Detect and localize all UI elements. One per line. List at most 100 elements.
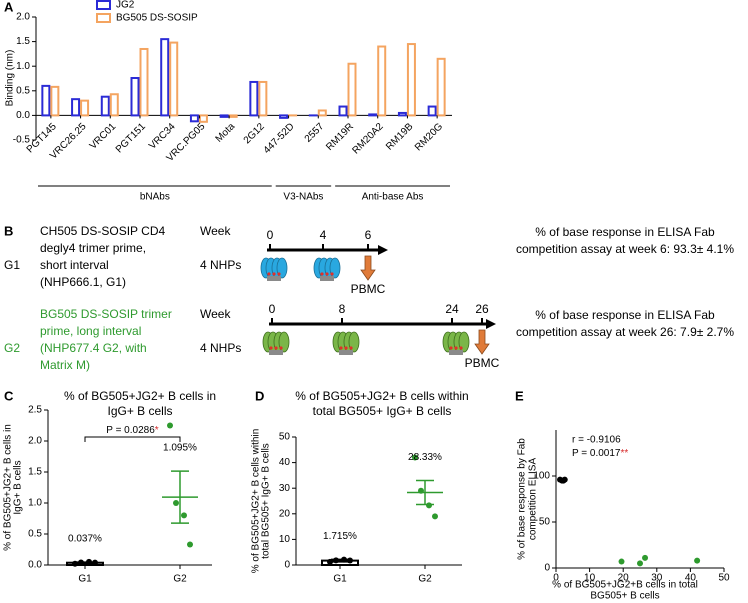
trimer-base [267,276,281,281]
point [432,513,438,520]
trimer-icon [262,331,290,355]
animal-count: 4 NHPs [200,341,241,355]
chart-title: IgG+ B cells [107,404,172,418]
week-label: Week [200,224,231,238]
x-tick-label: G1 [333,574,347,585]
panel-letter: C [4,388,14,403]
y-tick-label: 1.0 [16,61,30,72]
glycan-dot [459,346,463,350]
trimer-icon [332,331,360,355]
week-number: 0 [269,302,276,316]
p-value: P = 0.0286* [106,425,158,436]
p-value-text: P = 0.0286 [106,425,155,436]
bar [189,114,199,123]
x-tick-label: 30 [651,573,663,584]
timeline-head [486,319,496,329]
bar [50,85,60,117]
glycan-dot [344,346,348,350]
y-tick-label: 100 [533,471,550,482]
y-axis-label: total BG505+ IgG+ B cells [261,443,272,559]
y-tick-label: 2.0 [16,12,30,23]
trimer-icon [260,257,288,281]
point [561,476,568,483]
legend-swatch [96,13,111,23]
point [167,422,173,429]
y-axis-label: competition ELISA [528,458,539,541]
bar [317,109,327,117]
legend-label: BG505 DS-SOSIP [116,13,198,24]
point [347,557,353,564]
group-label: Anti-base Abs [362,192,424,203]
x-tick-label: RM20A2 [350,121,386,157]
x-tick-label: 50 [718,573,730,584]
point [72,560,78,567]
bar [228,114,238,118]
y-axis-label: IgG+ B cells [13,460,24,514]
bar [169,41,179,117]
y-tick-label: 0 [284,560,290,571]
week-label: Week [200,307,231,321]
result-text: % of base response in ELISA Fab [535,308,715,322]
x-tick-label: G1 [78,574,92,585]
point [333,557,339,564]
point [618,558,625,565]
point [694,557,701,564]
bar [377,45,387,117]
bar [139,47,149,117]
y-tick-label: 50 [279,432,291,443]
bar [219,114,229,118]
bar [347,62,357,117]
x-tick-label: Mota [214,121,238,145]
point [637,560,643,567]
x-tick-label: G2 [173,574,187,585]
bar [130,77,140,117]
point [341,556,347,563]
significance-stars: ** [620,448,628,459]
bar [41,84,51,117]
glycan-dot [279,346,283,350]
y-tick-label: 2.0 [28,436,42,447]
trimer-base [339,350,353,355]
point [181,512,187,519]
glycan-dot [454,346,458,350]
y-tick-label: 30 [279,483,291,494]
point [173,500,179,506]
significance-stars: * [155,425,159,436]
glycan-dot [274,346,278,350]
regimen-text: Matrix M) [40,358,90,372]
bar [100,95,110,117]
panel-letter: E [515,388,524,403]
point [78,559,84,566]
glycan-dot [277,272,281,276]
y-axis-label: % of BG505+JG2+ B cells within [251,429,262,574]
x-axis-label: BG505+ B cells [590,591,659,602]
week-number: 0 [267,228,274,242]
group-label: G2 [4,341,20,355]
regimen-text: degly4 trimer prime, [40,241,146,255]
bar [427,105,437,117]
legend-label: JG2 [116,0,135,11]
bar [71,98,81,117]
bar [368,113,378,117]
sample-label: PBMC [351,282,386,296]
x-tick-label: RM20G [413,121,445,153]
trimer-base [320,276,334,281]
y-tick-label: 0.5 [16,85,30,96]
bar [80,99,90,117]
group-label: bNAbs [140,192,170,203]
correlation: r = -0.9106 [572,435,621,446]
y-tick-label: 10 [279,534,291,545]
significance-bracket [84,436,181,442]
y-tick-label: 1.5 [28,467,42,478]
panel-letter: A [4,0,14,14]
point [412,454,418,461]
regimen-text: BG505 DS-SOSIP trimer [40,307,172,321]
bar [160,38,170,117]
week-number: 26 [475,302,489,316]
p-value-text: P = 0.0017 [572,448,621,459]
week-number: 6 [365,228,372,242]
chart-title: % of BG505+JG2+ B cells in [64,389,216,403]
bar [198,114,208,123]
glycan-dot [349,346,353,350]
